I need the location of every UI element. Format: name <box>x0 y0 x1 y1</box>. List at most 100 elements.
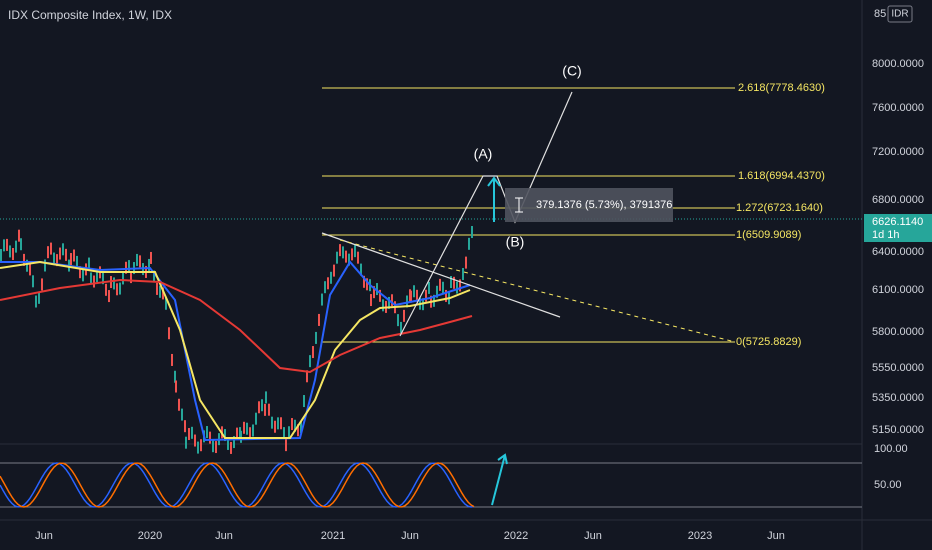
candle <box>65 248 67 261</box>
candle <box>258 401 260 414</box>
time-label: Jun <box>767 530 785 542</box>
candle <box>224 429 226 442</box>
ma-fast <box>0 260 471 442</box>
candle <box>360 263 362 276</box>
candle <box>261 399 263 412</box>
currency-box[interactable] <box>887 5 913 23</box>
candle <box>406 295 408 308</box>
candle <box>122 272 124 285</box>
candle <box>153 270 155 283</box>
candle <box>206 426 208 439</box>
fib-label: 1.272(6723.1640) <box>736 202 823 214</box>
time-label: 2021 <box>321 530 345 542</box>
time-label: Jun <box>215 530 233 542</box>
candle <box>128 260 130 273</box>
candle <box>300 420 302 433</box>
fib-label: 2.618(7778.4630) <box>738 82 825 94</box>
candle <box>197 441 199 454</box>
candle <box>471 226 473 239</box>
current-price-box <box>864 214 932 242</box>
wave-label: (A) <box>474 146 493 162</box>
candle <box>379 289 381 302</box>
candle <box>465 256 467 269</box>
candle <box>15 240 17 253</box>
price-tick: 6100.0000 <box>872 284 924 296</box>
candle <box>88 257 90 270</box>
candle <box>82 269 84 282</box>
candle <box>130 271 132 284</box>
price-tick: 8000.0000 <box>872 58 924 70</box>
candle <box>41 278 43 291</box>
candle <box>400 321 402 334</box>
price-tick: 6400.0000 <box>872 246 924 258</box>
candle <box>252 424 254 437</box>
candle <box>339 244 341 257</box>
candle <box>336 251 338 264</box>
candle <box>116 283 118 296</box>
candle <box>215 441 217 454</box>
candle <box>345 250 347 263</box>
candle <box>309 355 311 368</box>
candle <box>174 370 176 383</box>
osc-k <box>0 462 475 508</box>
candle <box>277 417 279 430</box>
candle <box>288 426 290 439</box>
candle <box>240 430 242 443</box>
candle <box>297 424 299 437</box>
candle <box>156 282 158 295</box>
candle <box>315 331 317 344</box>
candle <box>73 249 75 262</box>
time-label: 2020 <box>138 530 162 542</box>
candle <box>462 268 464 281</box>
candle <box>436 285 438 298</box>
wave-path <box>399 91 573 337</box>
candle <box>333 264 335 277</box>
candle <box>351 248 353 261</box>
candle <box>209 431 211 444</box>
price-tick: 5350.0000 <box>872 392 924 404</box>
candle <box>425 289 427 302</box>
candle <box>283 427 285 440</box>
candle <box>62 243 64 256</box>
candle <box>348 253 350 266</box>
currency[interactable]: IDR <box>891 9 908 20</box>
candle <box>382 299 384 312</box>
candle <box>285 439 287 452</box>
candle <box>230 441 232 454</box>
osc-d <box>0 462 475 508</box>
candle <box>26 259 28 272</box>
candle <box>70 253 72 266</box>
candle <box>181 408 183 421</box>
dashed-trend-line <box>339 239 736 343</box>
price-tick: 7600.0000 <box>872 102 924 114</box>
candle <box>397 314 399 327</box>
candle <box>53 252 55 265</box>
wave-label: (B) <box>506 234 525 250</box>
candle <box>376 283 378 296</box>
candle <box>403 309 405 322</box>
candle <box>294 419 296 432</box>
ma-mid <box>0 260 471 439</box>
candle <box>23 253 25 266</box>
candle <box>227 437 229 450</box>
candle <box>303 395 305 408</box>
current-price: 6626.1140 <box>872 216 923 228</box>
candle <box>159 285 161 298</box>
candle <box>93 275 95 288</box>
top-price: 85 <box>874 8 886 20</box>
candle <box>165 297 167 310</box>
fib-label: 1(6509.9089) <box>736 229 801 241</box>
candle <box>171 353 173 366</box>
candle <box>6 238 8 251</box>
candle <box>453 276 455 289</box>
candle <box>200 439 202 452</box>
candle <box>280 417 282 430</box>
candle <box>342 246 344 259</box>
candle <box>265 391 267 404</box>
candle <box>413 285 415 298</box>
candle <box>150 251 152 264</box>
chart-title: IDX Composite Index, 1W, IDX <box>8 8 172 22</box>
candle <box>428 281 430 294</box>
candle <box>318 313 320 326</box>
